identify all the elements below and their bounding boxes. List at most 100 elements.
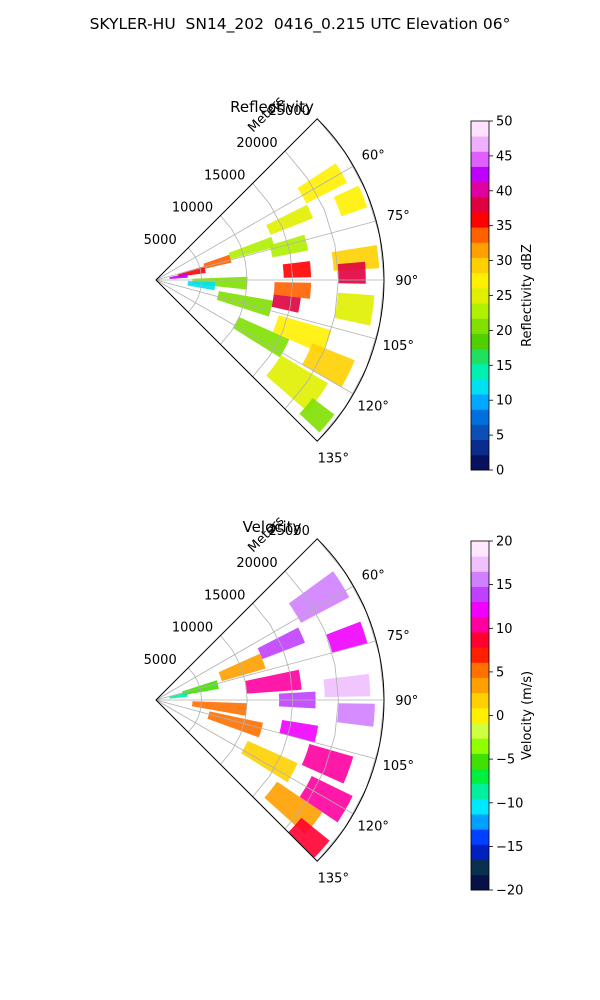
colorbar-segment	[471, 196, 489, 213]
colorbar-segment	[471, 814, 489, 830]
data-cell	[245, 669, 302, 694]
colorbar-tick-label: 20	[496, 535, 513, 550]
colorbar-segment	[471, 378, 489, 395]
colorbar-segment	[471, 151, 489, 167]
data-cell	[337, 703, 375, 727]
data-cell	[282, 261, 311, 278]
angular-tick-label: 90°	[395, 694, 418, 709]
colorbar-segment	[471, 783, 489, 800]
sector-outline	[155, 538, 385, 862]
colorbar-segment	[471, 601, 489, 618]
colorbar-segment	[471, 333, 489, 349]
colorbar-tick-label: 5	[496, 429, 504, 444]
data-cell	[266, 204, 313, 235]
colorbar-segment	[471, 692, 489, 709]
grid-spoke	[155, 279, 354, 395]
data-cell	[279, 720, 319, 743]
colorbar-segment	[471, 647, 489, 663]
data-cell	[266, 355, 328, 412]
colorbar-segment	[471, 677, 489, 694]
colorbar-tick-label: 0	[496, 464, 504, 479]
radial-tick-label: 20000	[236, 556, 277, 571]
colorbar-segment	[471, 571, 489, 587]
colorbar-segment	[471, 363, 489, 380]
angular-tick-label: 75°	[387, 209, 410, 224]
colorbar-segment	[471, 768, 489, 785]
colorbar-segment	[471, 303, 489, 319]
angular-tick-label: 60°	[362, 149, 385, 164]
radial-tick-label: 5000	[144, 233, 177, 248]
colorbar-segment	[471, 181, 489, 198]
data-cell	[273, 282, 311, 299]
colorbar-segment	[471, 753, 489, 769]
colorbar-segment	[471, 723, 489, 739]
colorbar-segment	[471, 394, 489, 410]
data-cell	[257, 627, 305, 660]
colorbar-segment	[471, 212, 489, 228]
radial-tick-label: 15000	[204, 588, 245, 603]
data-cell	[326, 621, 368, 653]
angular-tick-label: 60°	[362, 569, 385, 584]
data-cell	[233, 317, 290, 358]
panel-title: Reflectivity	[230, 98, 314, 116]
colorbar-segment	[471, 874, 489, 891]
colorbar-segment	[471, 136, 489, 152]
colorbar-segment	[471, 662, 489, 678]
angular-tick-label: 90°	[395, 274, 418, 289]
colorbar-segment	[471, 166, 489, 183]
colorbar-tick-label: −20	[496, 884, 523, 899]
colorbar-tick-label: −15	[496, 840, 523, 855]
angular-tick-label: 135°	[318, 871, 349, 886]
colorbar-segment	[471, 242, 489, 258]
radial-tick-label: 25000	[269, 104, 310, 119]
grid-spoke	[155, 220, 377, 281]
colorbar-tick-label: −10	[496, 796, 523, 811]
colorbar-tick-label: 15	[496, 578, 513, 593]
colorbar-tick-label: 5	[496, 665, 504, 680]
colorbar-segment	[471, 556, 489, 572]
colorbar-segment	[471, 454, 489, 471]
grid-spoke	[155, 699, 354, 815]
data-cell	[323, 673, 371, 698]
colorbar-tick-label: 30	[496, 254, 513, 269]
colorbar-segment	[471, 859, 489, 876]
data-cell	[299, 776, 353, 823]
data-cell	[271, 294, 301, 313]
grid-spoke	[155, 699, 377, 760]
colorbar-segment	[471, 409, 489, 425]
colorbar-segment	[471, 616, 489, 633]
figure-title: SKYLER-HU SN14_202 0416_0.215 UTC Elevat…	[89, 15, 511, 33]
grid-spoke	[155, 279, 377, 340]
colorbar-tick-label: 35	[496, 219, 513, 234]
colorbar-segment	[471, 287, 489, 304]
data-cells	[169, 571, 375, 858]
data-cell	[203, 254, 232, 269]
data-cell	[288, 817, 330, 858]
colorbar-segment	[471, 227, 489, 243]
sector-outline	[155, 118, 385, 442]
angular-tick-label: 75°	[387, 629, 410, 644]
data-cell	[272, 315, 332, 355]
data-cell	[288, 571, 350, 623]
data-cell	[334, 292, 375, 326]
data-cell	[299, 398, 335, 433]
colorbar-segment	[471, 424, 489, 441]
colorbar-segment	[471, 318, 489, 334]
data-cell	[218, 653, 266, 682]
colorbar-segment	[471, 257, 489, 274]
angular-tick-label: 105°	[383, 339, 414, 354]
data-cell	[297, 163, 347, 204]
radial-tick-label: 25000	[269, 524, 310, 539]
data-cell	[337, 261, 366, 284]
angular-tick-label: 105°	[383, 759, 414, 774]
data-cell	[191, 701, 248, 716]
data-cell	[333, 185, 368, 217]
data-cell	[169, 692, 188, 699]
colorbar-segment	[471, 121, 489, 137]
panel-title: Velocity	[243, 518, 302, 536]
radial-tick-label: 5000	[144, 653, 177, 668]
data-cell	[241, 740, 298, 783]
colorbar-segment	[471, 798, 489, 815]
data-cell	[207, 711, 263, 738]
colorbar-segment	[471, 738, 489, 754]
